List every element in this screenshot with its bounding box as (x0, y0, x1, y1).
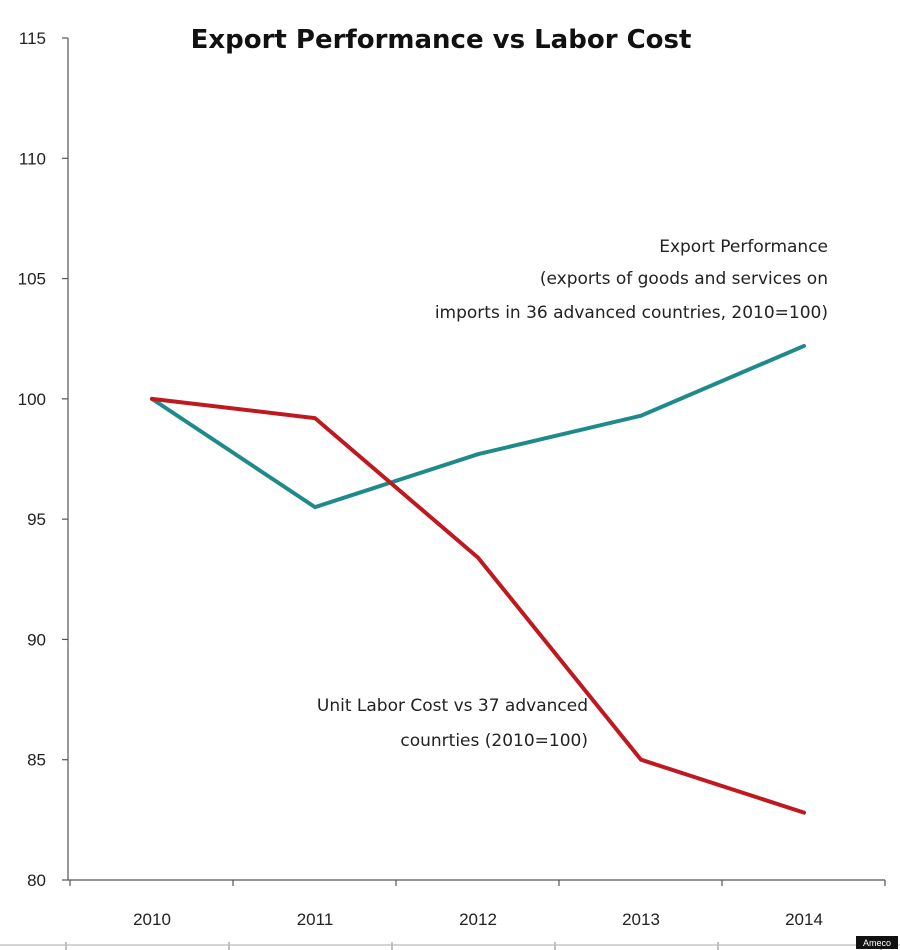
source-credit-bg (856, 936, 898, 949)
export-annotation-line-1: Export Performance (659, 237, 828, 257)
y-tick-label: 110 (19, 149, 46, 168)
labor-annotation-line-1: Unit Labor Cost vs 37 advanced (317, 696, 588, 716)
chart-title: Export Performance vs Labor Cost (191, 25, 692, 55)
unit-labor-cost-line (150, 396, 806, 815)
x-tick-label: 2013 (622, 910, 660, 929)
y-tick-label: 100 (18, 390, 46, 409)
y-tick-label: 80 (27, 871, 46, 890)
source-credit-text: Ameco (863, 938, 891, 948)
x-tick-label: 2010 (133, 910, 171, 929)
y-tick-label: 115 (19, 29, 46, 48)
y-tick-label: 85 (27, 751, 46, 770)
labor-annotation: Unit Labor Cost vs 37 advanced counrties… (317, 696, 588, 751)
labor-annotation-line-2: counrties (2010=100) (400, 731, 588, 751)
y-tick-label: 105 (18, 270, 46, 289)
y-tick-label: 95 (27, 510, 46, 529)
export-performance-line (150, 343, 806, 510)
source-credit: Ameco (856, 936, 898, 949)
x-tick-label: 2011 (297, 910, 334, 929)
y-tick-label: 90 (27, 630, 46, 649)
export-annotation-line-3: imports in 36 advanced countries, 2010=1… (435, 303, 828, 323)
export-annotation-line-2: (exports of goods and services on (540, 269, 828, 289)
y-axis-ticks: 80 85 90 95 100 105 110 115 (18, 29, 68, 890)
export-annotation: Export Performance (exports of goods and… (435, 237, 828, 323)
x-tick-label: 2014 (785, 910, 823, 929)
x-tick-label: 2012 (459, 910, 497, 929)
series-group (150, 343, 806, 815)
x-axis-ticks: 2010 2011 2012 2013 2014 (65, 880, 886, 950)
